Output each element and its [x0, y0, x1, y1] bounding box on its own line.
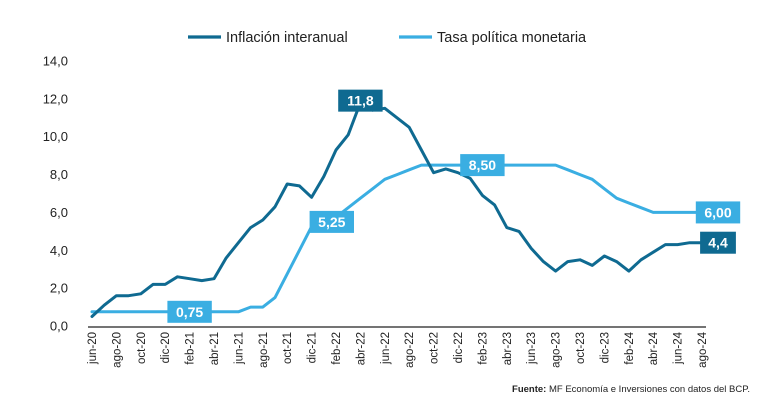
x-tick-label: dic-22 — [453, 332, 465, 363]
x-tick-label: abr-24 — [648, 331, 660, 365]
x-tick-label: dic-21 — [307, 332, 319, 363]
data-label-box — [309, 210, 354, 233]
x-tick-label: dic-23 — [599, 332, 611, 363]
data-label: 6,00 — [695, 201, 741, 224]
x-tick-label: feb-21 — [185, 332, 197, 365]
x-tick-label: jun-24 — [673, 331, 685, 365]
data-label: 4,4 — [700, 231, 736, 254]
data-label-box — [695, 201, 741, 224]
x-tick-label: abr-22 — [355, 332, 367, 365]
data-label-box — [167, 300, 212, 323]
x-axis: jun-20 ago-20 oct-20 dic-20 feb-21 abr-21 jun-… — [87, 326, 709, 368]
x-tick-label: jun-21 — [233, 332, 245, 365]
data-label-box — [460, 154, 505, 177]
y-tick-label: 0,0 — [50, 319, 68, 334]
y-tick-label: 2,0 — [50, 281, 68, 296]
x-tick-label: feb-24 — [624, 331, 636, 364]
x-tick-label: feb-23 — [477, 332, 489, 365]
x-tick-label: jun-20 — [87, 332, 99, 365]
x-tick-label: oct-23 — [575, 332, 587, 364]
x-tick-label: abr-21 — [209, 332, 221, 365]
x-tick-label: oct-21 — [282, 332, 294, 364]
data-label-text: 8,50 — [469, 157, 496, 173]
data-label: 11,8 — [338, 89, 383, 112]
data-label: 8,50 — [460, 154, 505, 177]
data-label-text: 0,75 — [176, 304, 203, 320]
y-tick-label: 6,0 — [50, 205, 68, 220]
y-tick-label: 10,0 — [43, 129, 68, 144]
data-label: 0,75 — [167, 300, 212, 323]
x-tick-label: ago-22 — [404, 332, 416, 368]
x-tick-label: ago-21 — [258, 332, 270, 368]
x-tick-label: oct-20 — [136, 332, 148, 364]
source-label: Fuente: — [512, 384, 546, 395]
x-tick-label: oct-22 — [429, 332, 441, 364]
x-tick-label: ago-24 — [697, 331, 709, 367]
y-tick-label: 14,0 — [43, 54, 68, 69]
series-line-1 — [90, 163, 704, 314]
x-tick-label: dic-20 — [160, 332, 172, 363]
data-label-text: 5,25 — [318, 214, 345, 230]
source-note: Fuente: MF Economía e Inversiones con da… — [512, 384, 750, 395]
y-tick-label: 8,0 — [50, 167, 68, 182]
y-tick-label: 4,0 — [50, 243, 68, 258]
source-text: MF Economía e Inversiones con datos del … — [546, 384, 750, 395]
data-labels: 11,8 4,4 0,75 5,25 8,50 6,00 — [167, 89, 741, 323]
x-tick-label: jun-22 — [380, 332, 392, 365]
x-tick-label: abr-23 — [502, 332, 514, 365]
y-tick-label: 12,0 — [43, 91, 68, 106]
x-tick-label: jun-23 — [526, 332, 538, 365]
series-lines — [90, 101, 704, 318]
data-label-box — [338, 89, 383, 112]
x-tick-label: feb-22 — [331, 332, 343, 365]
data-label-text: 11,8 — [347, 93, 374, 109]
series-line-0 — [90, 101, 704, 318]
data-label-text: 4,4 — [708, 235, 728, 251]
data-label-text: 6,00 — [704, 204, 731, 220]
legend-label: Inflación interanual — [226, 30, 348, 46]
legend: Inflación interanual Tasa política moneta… — [188, 30, 587, 46]
x-tick-label: ago-23 — [551, 332, 563, 368]
y-axis: 0,0 2,0 4,0 6,0 8,0 10,0 12,0 14,0 — [43, 54, 68, 334]
x-tick-label: ago-20 — [111, 332, 123, 368]
data-label: 5,25 — [309, 210, 354, 233]
legend-label: Tasa política monetaria — [437, 30, 587, 46]
data-label-box — [700, 231, 736, 254]
